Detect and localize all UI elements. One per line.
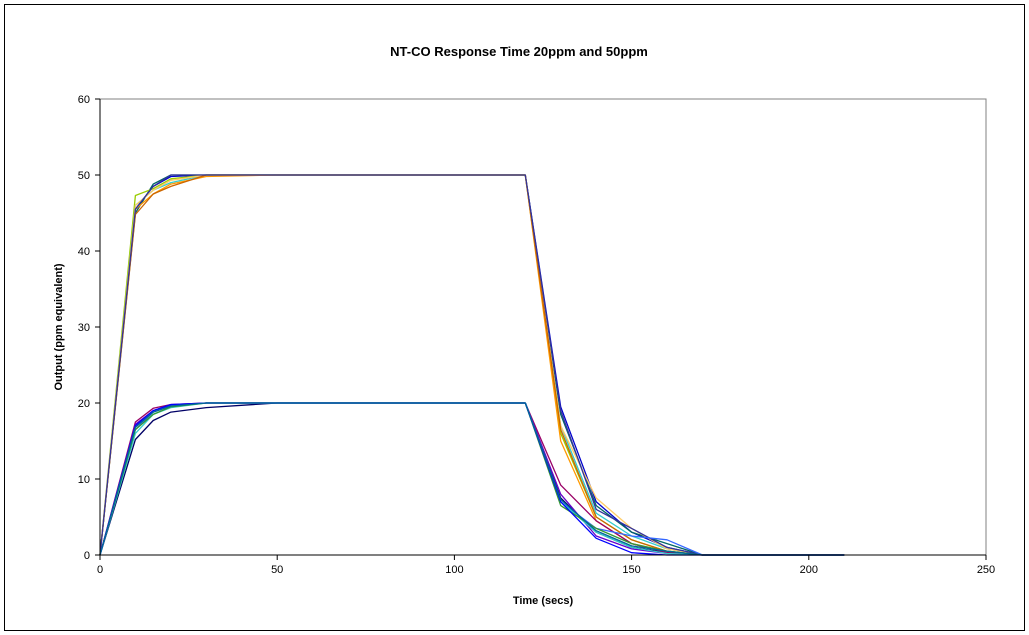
chart-title: NT-CO Response Time 20ppm and 50ppm [390, 44, 648, 59]
x-tick-label: 200 [800, 564, 818, 576]
plot-area [99, 98, 987, 556]
y-tick-label: 50 [78, 170, 90, 182]
series-line-16 [99, 402, 845, 556]
x-tick-label: 250 [977, 564, 995, 576]
y-tick-label: 20 [78, 398, 90, 410]
x-tick-label: 50 [271, 564, 283, 576]
y-tick-label: 0 [84, 550, 90, 562]
x-tick-label: 0 [97, 564, 103, 576]
y-tick-label: 30 [78, 322, 90, 334]
x-ticks-layer: 0 50 100 150 200 250 [97, 555, 995, 576]
chart-frame: NT-CO Response Time 20ppm and 50ppm 0 50 1… [4, 4, 1025, 631]
series-layer [99, 174, 845, 556]
y-axis-title: Output (ppm equivalent) [53, 263, 65, 390]
series-line-8 [99, 174, 845, 556]
x-tick-label: 100 [445, 564, 463, 576]
x-tick-label: 150 [622, 564, 640, 576]
x-axis-title: Time (secs) [513, 595, 574, 607]
y-tick-label: 60 [78, 94, 90, 106]
y-tick-label: 10 [78, 474, 90, 486]
y-tick-label: 40 [78, 246, 90, 258]
y-ticks-layer: 0 10 20 30 40 50 60 [78, 94, 100, 562]
chart-svg: NT-CO Response Time 20ppm and 50ppm 0 50 1… [53, 44, 995, 607]
